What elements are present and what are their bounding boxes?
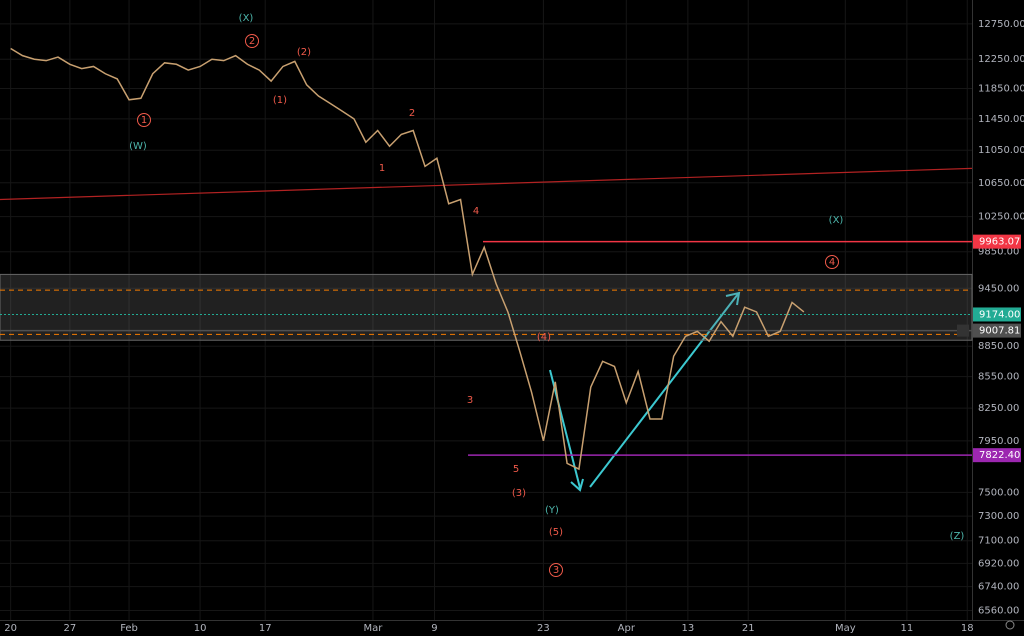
y-tick-label: 12250.00 [978,54,1024,65]
arrow [549,369,581,489]
y-tick-label: 12750.00 [978,19,1024,30]
y-tick-label: 10250.00 [978,212,1024,223]
annotation-circle [137,113,151,127]
price-label-box [973,448,1021,463]
arrowhead [570,478,584,492]
wave-label: 3 [553,565,559,576]
y-tick-label: 9450.00 [978,283,1019,294]
annotation-circle [245,34,259,48]
trendline [0,167,973,201]
x-tick-label: Mar [363,623,383,634]
wave-label: (Y) [545,505,559,516]
wave-label: 1 [379,163,385,174]
wave-label: (Z) [950,531,965,542]
wave-label: (X) [829,215,844,226]
y-tick-label: 7950.00 [978,436,1019,447]
wave-label: (X) [239,13,254,24]
wave-label: (2) [297,47,311,58]
price-label: 9963.07 [979,237,1020,248]
x-tick-label: 21 [742,623,755,634]
wave-label: 1 [141,115,147,126]
x-tick-label: 20 [4,623,17,634]
wave-label: (5) [549,527,563,538]
price-label: 9007.81 [979,326,1020,337]
y-tick-label: 8850.00 [978,341,1019,352]
x-tick-label: Feb [120,623,138,634]
wave-label: 5 [513,464,519,475]
price-label-box [973,234,1021,249]
price-label-box [973,323,1021,338]
x-tick-label: 10 [194,623,207,634]
wave-label: 3 [467,395,473,406]
add-button-box[interactable] [957,324,969,337]
x-tick-label: 11 [901,623,914,634]
x-tick-label: 18 [961,623,974,634]
x-tick-label: 17 [259,623,272,634]
y-tick-label: 11450.00 [978,114,1024,125]
wave-label: 4 [473,206,479,217]
y-tick-label: 7300.00 [978,511,1019,522]
gear[interactable] [1005,620,1015,630]
y-tick-label: 8250.00 [978,403,1019,414]
y-tick-label: 7100.00 [978,536,1019,547]
x-tick-label: 9 [431,623,437,634]
wave-label: (1) [273,95,287,106]
wave-label: (W) [129,141,147,152]
wave-label: 2 [409,108,415,119]
y-tick-label: 11050.00 [978,145,1024,156]
y-tick-label: 11850.00 [978,84,1024,95]
y-tick-label: 9850.00 [978,247,1019,258]
wave-label: (3) [512,488,526,499]
settings-icon[interactable] [1005,620,1015,630]
x-tick-label: 13 [681,623,694,634]
y-tick-label: 6560.00 [978,606,1019,617]
x-tick-label: Apr [618,623,636,634]
y-tick-label: 6920.00 [978,558,1019,569]
y-tick-label: 8550.00 [978,372,1019,383]
wave-label: 2 [249,36,255,47]
arrowhead [725,291,741,306]
price-label-box [973,307,1021,322]
price-label: 7822.40 [979,450,1020,461]
add-button[interactable] [957,324,969,337]
x-tick-label: May [835,623,856,634]
y-tick-label: 7500.00 [978,487,1019,498]
annotation-circle [825,255,839,269]
annotation-circle [549,563,563,577]
zone [0,273,973,341]
x-tick-label: 27 [63,623,76,634]
price-line-series [10,47,805,471]
x-tick-label: 23 [537,623,550,634]
y-tick-label: 10650.00 [978,178,1024,189]
wave-label: (4) [537,332,551,343]
price-label: 9174.00 [979,309,1020,320]
y-tick-label: 6740.00 [978,582,1019,593]
wave-label: 4 [829,257,835,268]
